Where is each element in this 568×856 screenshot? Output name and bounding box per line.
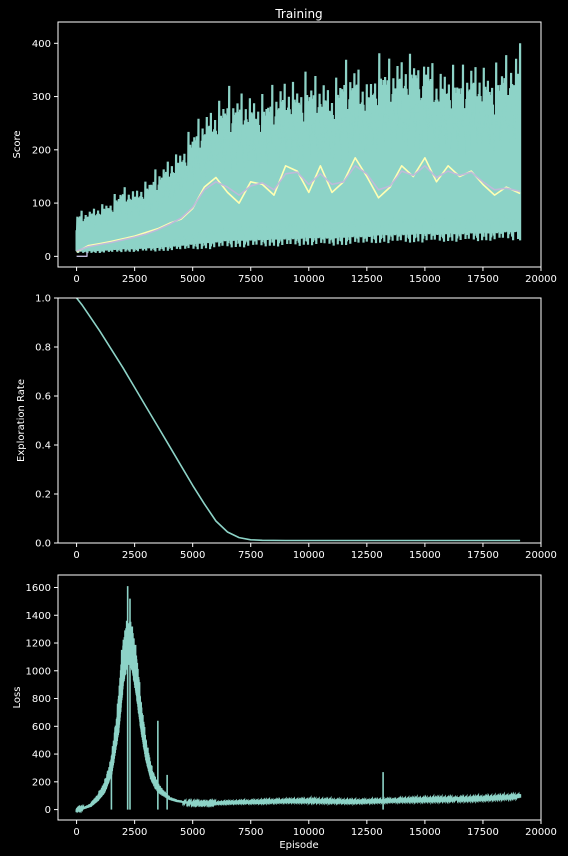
exploration-ytick-label: 0.8 [35,343,51,354]
loss-plot-area [75,586,522,814]
exploration-xtick-label: 17500 [467,550,499,561]
figure-title: Training [274,7,322,21]
score-xtick-label: 5000 [180,274,205,285]
score-ytick-label: 200 [32,145,51,156]
loss-xtick-label: 5000 [180,827,205,838]
exploration-xtick-label: 20000 [525,550,557,561]
exploration-ytick-label: 1.0 [35,294,51,305]
exploration-xtick-label: 5000 [180,550,205,561]
score-ytick-label: 0 [45,252,51,263]
loss-ytick-label: 1400 [26,611,51,622]
loss-xtick-label: 12500 [351,827,383,838]
exploration-ytick-label: 0.2 [35,490,51,501]
x-axis-label: Episode [279,840,318,851]
score-xtick-label: 10000 [293,274,325,285]
loss-xtick-label: 0 [73,827,79,838]
score-series-2-line [76,157,521,253]
exploration-ytick-label: 0.0 [35,539,51,550]
score-ytick-label: 100 [32,199,51,210]
loss-ytick-label: 1000 [26,666,51,677]
exploration-y-axis-label: Exploration Rate [16,379,27,462]
loss-ytick-label: 200 [32,777,51,788]
loss-xtick-label: 7500 [238,827,263,838]
exploration-ytick-label: 0.6 [35,392,51,403]
loss-axes-frame [57,574,542,821]
exploration-xtick-label: 12500 [351,550,383,561]
loss-xtick-label: 10000 [293,827,325,838]
exploration-series-1-line [75,298,521,542]
loss-xtick-label: 20000 [525,827,557,838]
score-xtick-label: 2500 [122,274,147,285]
loss-ytick-label: 1600 [26,583,51,594]
loss-xtick-label: 15000 [409,827,441,838]
score-y-axis-label: Score [12,130,23,158]
exploration-xtick-label: 0 [73,550,79,561]
score-xtick-label: 17500 [467,274,499,285]
score-ytick-label: 400 [32,39,51,50]
score-series-3-line [76,165,521,252]
score-xtick-label: 0 [73,274,79,285]
score-xtick-label: 15000 [409,274,441,285]
exploration-xtick-label: 10000 [293,550,325,561]
loss-ytick-label: 800 [32,694,51,705]
exploration-axes-frame [57,297,542,544]
loss-xtick-label: 17500 [467,827,499,838]
loss-ytick-label: 0 [45,805,51,816]
exploration-panel: 0 2500 5000 7500 10000 12500 15000 17500 20000 0.… [16,294,557,562]
score-series-1-fill [76,78,521,251]
score-plot-area [75,43,522,257]
score-xtick-label: 12500 [351,274,383,285]
exploration-xtick-label: 2500 [122,550,147,561]
exploration-xtick-label: 7500 [238,550,263,561]
loss-xtick-label: 2500 [122,827,147,838]
loss-panel: 0 2500 5000 7500 10000 12500 15000 17500 20000 0 2… [12,574,557,838]
loss-ytick-label: 600 [32,722,51,733]
exploration-ytick-label: 0.4 [35,441,51,452]
score-panel: 0 2500 5000 7500 10000 12500 15000 17500 20000 0 1… [12,21,557,285]
loss-ytick-label: 1200 [26,639,51,650]
score-axes-frame [57,21,542,268]
score-series-4-line [76,252,88,257]
exploration-xtick-label: 15000 [409,550,441,561]
score-ytick-label: 300 [32,92,51,103]
score-xtick-label: 7500 [238,274,263,285]
loss-ytick-label: 400 [32,750,51,761]
loss-y-axis-label: Loss [12,687,23,709]
score-xtick-label: 20000 [525,274,557,285]
exploration-plot-area [75,298,521,542]
